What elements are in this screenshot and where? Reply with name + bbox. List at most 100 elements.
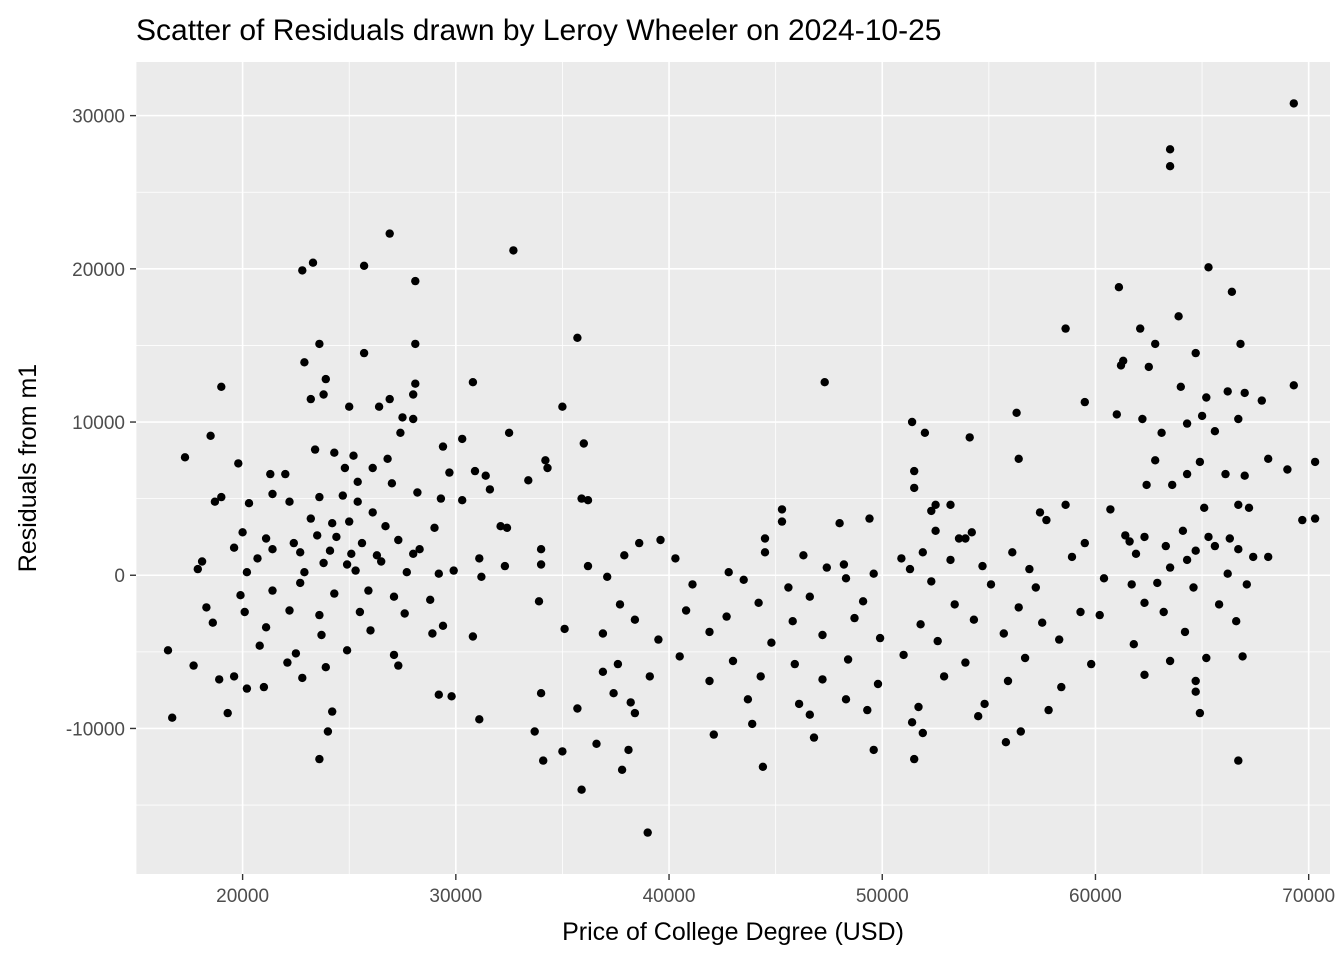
data-point xyxy=(760,548,770,557)
data-point xyxy=(1240,388,1249,398)
data-point xyxy=(436,494,446,503)
data-point xyxy=(315,492,324,502)
data-point xyxy=(217,492,226,502)
data-point xyxy=(1195,708,1205,718)
data-point xyxy=(1125,537,1134,546)
data-point xyxy=(858,597,868,606)
data-point xyxy=(389,592,399,601)
data-point xyxy=(300,568,309,577)
data-point xyxy=(1159,607,1168,617)
data-point xyxy=(285,497,294,506)
chart-title: Scatter of Residuals drawn by Leroy Whee… xyxy=(136,14,941,47)
data-points xyxy=(163,99,1320,837)
data-point xyxy=(1095,610,1104,620)
data-point xyxy=(364,586,373,595)
data-point xyxy=(927,506,936,516)
data-point xyxy=(229,543,239,552)
data-point xyxy=(268,545,277,554)
data-point xyxy=(359,261,369,270)
data-point xyxy=(777,517,787,526)
data-point xyxy=(818,675,827,684)
data-point xyxy=(208,618,217,627)
data-point xyxy=(313,531,322,540)
data-point xyxy=(468,632,478,641)
x-tick-label: 30000 xyxy=(429,886,482,907)
data-point xyxy=(560,624,569,634)
data-point xyxy=(986,580,996,589)
data-point xyxy=(615,600,625,609)
data-point xyxy=(449,566,458,575)
data-point xyxy=(319,390,328,399)
data-point xyxy=(1238,652,1247,661)
data-point xyxy=(481,471,490,480)
data-point xyxy=(368,508,377,517)
data-point xyxy=(907,718,917,727)
data-point xyxy=(1264,454,1273,463)
data-point xyxy=(577,785,586,794)
data-point xyxy=(705,676,714,686)
data-point xyxy=(206,431,215,440)
data-point xyxy=(315,610,324,620)
data-point xyxy=(558,747,567,756)
data-point xyxy=(189,661,198,670)
data-point xyxy=(1210,541,1220,551)
data-point xyxy=(920,428,930,437)
data-point xyxy=(905,564,915,574)
x-tick-label: 70000 xyxy=(1282,886,1335,907)
data-point xyxy=(315,754,324,764)
data-point xyxy=(381,522,390,531)
data-point xyxy=(163,646,173,655)
data-point xyxy=(805,592,814,601)
data-point xyxy=(598,629,608,638)
data-point xyxy=(1116,361,1126,370)
data-point xyxy=(688,580,697,589)
data-point xyxy=(1232,617,1241,626)
data-point xyxy=(197,557,207,566)
data-point xyxy=(1197,411,1207,421)
data-point xyxy=(385,229,394,238)
data-point xyxy=(1214,600,1224,609)
data-point xyxy=(910,483,919,493)
data-point xyxy=(931,526,940,535)
data-point xyxy=(603,572,612,581)
data-point xyxy=(366,626,375,635)
data-point xyxy=(873,679,883,689)
data-point xyxy=(394,661,403,670)
data-point xyxy=(933,636,942,646)
data-point xyxy=(310,445,320,454)
data-point xyxy=(671,554,680,563)
data-point xyxy=(261,534,271,543)
data-point xyxy=(396,428,405,437)
data-point xyxy=(242,568,252,577)
data-point xyxy=(359,348,369,358)
data-point xyxy=(325,546,335,555)
data-point xyxy=(438,442,448,451)
data-point xyxy=(1153,578,1162,588)
data-point xyxy=(681,606,691,615)
data-point xyxy=(579,439,588,448)
data-point xyxy=(345,517,354,526)
data-point xyxy=(1202,653,1211,663)
data-point xyxy=(1298,515,1307,525)
data-point xyxy=(645,672,654,681)
data-point xyxy=(756,672,765,681)
data-point xyxy=(1178,526,1188,535)
data-point xyxy=(620,551,629,560)
data-point xyxy=(1114,283,1124,292)
data-point xyxy=(1289,381,1299,390)
data-point xyxy=(850,613,859,623)
data-point xyxy=(330,589,339,598)
data-point xyxy=(809,733,819,742)
data-point xyxy=(1310,457,1320,467)
data-point xyxy=(907,417,917,427)
data-point xyxy=(536,689,546,698)
data-point xyxy=(289,538,298,548)
data-point xyxy=(869,569,878,578)
data-point xyxy=(355,607,365,617)
data-point xyxy=(1257,396,1267,405)
data-point xyxy=(743,695,753,704)
data-point xyxy=(223,708,232,718)
data-point xyxy=(411,379,420,388)
data-point xyxy=(1144,362,1154,372)
